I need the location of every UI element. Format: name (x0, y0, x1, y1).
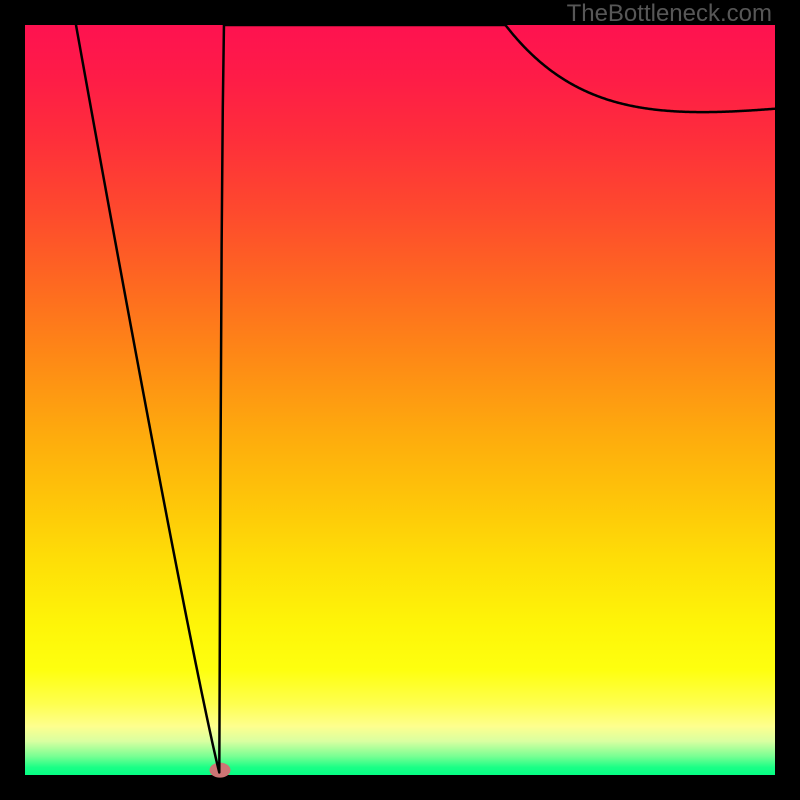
watermark-text: TheBottleneck.com (567, 0, 772, 28)
chart-stage: TheBottleneck.com (0, 0, 800, 800)
plot-background (25, 25, 775, 775)
chart-svg (0, 0, 800, 800)
